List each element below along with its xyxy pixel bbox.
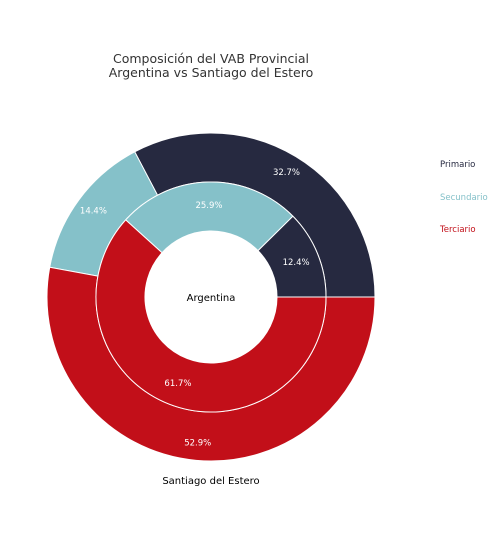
outer-label-santiago: Santiago del Estero xyxy=(162,476,259,487)
inner-slice-secundario xyxy=(124,181,294,254)
inner-pct-label-terciario: 61.7% xyxy=(164,379,191,389)
chart-title: Composición del VAB Provincial xyxy=(113,51,309,66)
chart-subtitle: Argentina vs Santiago del Estero xyxy=(109,65,314,80)
center-label-argentina: Argentina xyxy=(187,293,236,304)
inner-slice-terciario xyxy=(95,219,327,413)
inner-pct-label-secundario: 25.9% xyxy=(195,201,222,211)
legend-item-terciario: Terciario xyxy=(439,225,476,235)
legend: Primario Secundario Terciario xyxy=(439,160,488,235)
outer-pct-label-secundario: 14.4% xyxy=(80,206,107,216)
legend-item-secundario: Secundario xyxy=(440,193,488,203)
inner-pct-label-primario: 12.4% xyxy=(283,258,310,268)
percentage-labels: 12.4% 25.9% 61.7% 32.7% 14.4% 52.9% xyxy=(80,168,310,448)
inner-ring-argentina xyxy=(95,181,327,413)
outer-pct-label-primario: 32.7% xyxy=(273,168,300,178)
legend-item-primario: Primario xyxy=(440,160,475,170)
outer-pct-label-terciario: 52.9% xyxy=(184,438,211,448)
